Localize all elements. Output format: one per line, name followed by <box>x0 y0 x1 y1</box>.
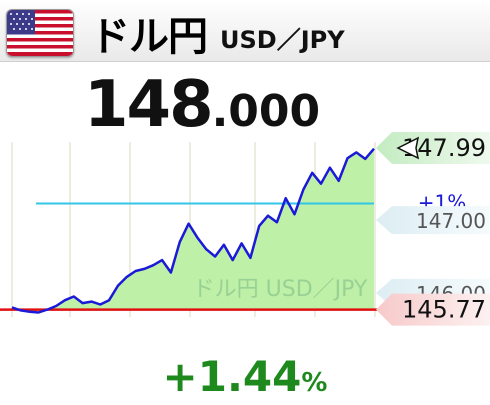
currency-pair-jp: ドル円 <box>90 14 208 60</box>
price-chart: ドル円 USD／JPY 147.99 +1% 147.00 146.00 145… <box>0 132 490 326</box>
currency-pair-en: USD／JPY <box>220 26 345 54</box>
price-line <box>11 147 375 314</box>
price-change: +1.44% <box>0 352 490 401</box>
mid-level-label: 147.00 <box>416 209 486 233</box>
base-price-label-box <box>376 293 490 326</box>
price-change-value: +1.44 <box>162 352 302 401</box>
price-decimals: .000 <box>211 86 321 137</box>
base-price-label: 145.77 <box>402 296 486 324</box>
current-price-marker-icon <box>396 136 420 160</box>
high-price-label-box <box>376 132 490 165</box>
current-price: 148.000 <box>84 68 320 142</box>
chart-watermark: ドル円 USD／JPY <box>193 277 368 302</box>
price-area-fill <box>12 148 374 313</box>
price-integer: 148 <box>84 68 214 142</box>
price-change-unit: % <box>301 368 328 398</box>
header: ドル円 USD／JPY <box>0 0 490 62</box>
us-flag-icon <box>6 9 74 57</box>
mid-level-label-box <box>376 206 490 235</box>
